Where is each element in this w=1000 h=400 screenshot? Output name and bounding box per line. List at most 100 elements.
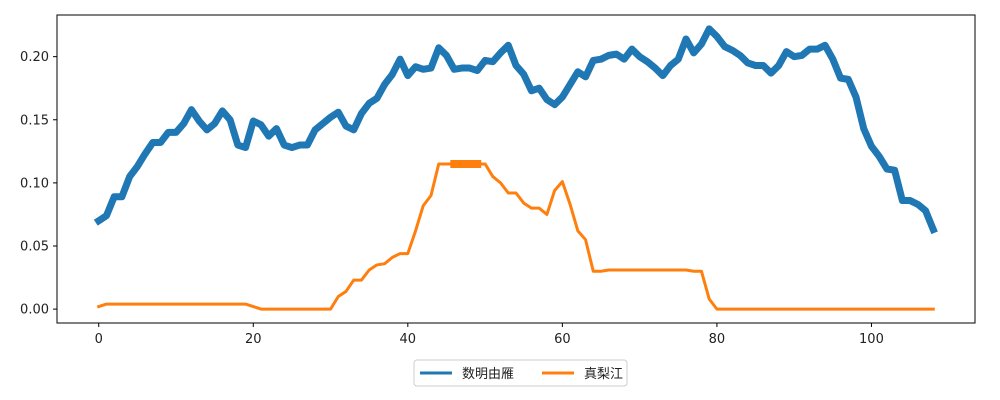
data-point-series-1	[902, 200, 903, 201]
data-point-series-1	[168, 132, 169, 133]
data-point-series-1	[763, 65, 764, 66]
data-point-series-2	[616, 269, 617, 270]
data-point-series-2	[206, 303, 207, 304]
data-point-series-2	[500, 182, 501, 183]
data-point-series-2	[199, 303, 200, 304]
data-point-series-1	[291, 147, 292, 148]
data-point-series-1	[647, 61, 648, 62]
data-point-series-1	[245, 147, 246, 148]
legend-label-2: 真梨江	[584, 367, 623, 382]
data-point-series-1	[500, 52, 501, 53]
data-point-series-2	[353, 279, 354, 280]
y-tick-label: 0.20	[20, 50, 49, 65]
data-point-series-1	[701, 43, 702, 44]
data-point-series-1	[925, 210, 926, 211]
data-point-series-2	[314, 309, 315, 310]
data-point-series-1	[469, 67, 470, 68]
data-point-series-1	[407, 75, 408, 76]
data-point-series-2	[716, 309, 717, 310]
data-point-series-2	[330, 309, 331, 310]
data-point-series-1	[879, 156, 880, 157]
data-point-series-1	[430, 67, 431, 68]
data-point-series-1	[593, 60, 594, 61]
data-point-series-2	[152, 303, 153, 304]
data-point-series-1	[886, 168, 887, 169]
data-point-series-2	[129, 303, 130, 304]
data-point-series-2	[183, 303, 184, 304]
data-point-series-2	[415, 230, 416, 231]
data-point-series-2	[886, 309, 887, 310]
data-point-series-1	[801, 55, 802, 56]
y-tick-label: 0.15	[20, 113, 49, 128]
data-point-series-2	[361, 279, 362, 280]
data-point-series-2	[276, 309, 277, 310]
data-point-series-1	[639, 56, 640, 57]
data-point-series-1	[585, 76, 586, 77]
data-point-series-1	[824, 45, 825, 46]
data-point-series-1	[786, 51, 787, 52]
x-tick-label: 60	[554, 332, 571, 347]
data-point-series-1	[399, 59, 400, 60]
data-point-series-2	[121, 303, 122, 304]
data-point-series-2	[794, 309, 795, 310]
data-point-series-1	[322, 123, 323, 124]
data-point-series-1	[794, 56, 795, 57]
data-point-series-1	[531, 90, 532, 91]
data-point-series-1	[577, 71, 578, 72]
data-point-series-1	[137, 166, 138, 167]
data-point-series-2	[608, 269, 609, 270]
data-point-series-2	[523, 202, 524, 203]
data-point-series-1	[747, 62, 748, 63]
data-point-series-1	[685, 38, 686, 39]
data-point-series-1	[144, 153, 145, 154]
data-point-series-2	[531, 208, 532, 209]
data-point-series-1	[863, 128, 864, 129]
data-point-series-2	[778, 309, 779, 310]
data-point-series-2	[894, 309, 895, 310]
data-point-series-1	[268, 136, 269, 137]
data-point-series-1	[191, 109, 192, 110]
x-tick-label: 100	[859, 332, 884, 347]
data-point-series-2	[539, 208, 540, 209]
data-point-series-2	[631, 269, 632, 270]
data-point-series-1	[917, 204, 918, 205]
data-point-series-1	[361, 113, 362, 114]
data-point-series-2	[438, 163, 439, 164]
data-point-series-1	[755, 65, 756, 66]
data-point-series-1	[662, 75, 663, 76]
data-point-series-2	[763, 309, 764, 310]
data-point-series-1	[384, 84, 385, 85]
data-point-series-2	[593, 271, 594, 272]
data-point-series-2	[229, 303, 230, 304]
data-point-series-2	[654, 269, 655, 270]
data-point-series-2	[902, 309, 903, 310]
data-point-series-1	[338, 112, 339, 113]
data-point-series-1	[307, 144, 308, 145]
data-point-series-1	[624, 59, 625, 60]
data-point-series-1	[817, 48, 818, 49]
data-point-series-2	[345, 291, 346, 292]
data-point-series-1	[484, 60, 485, 61]
x-tick-label: 20	[245, 332, 262, 347]
data-point-series-1	[345, 125, 346, 126]
data-point-series-1	[739, 55, 740, 56]
data-point-series-1	[314, 129, 315, 130]
data-point-series-1	[840, 78, 841, 79]
data-point-series-1	[353, 129, 354, 130]
y-tick-label: 0.10	[20, 176, 49, 191]
data-point-series-1	[492, 61, 493, 62]
data-point-series-1	[770, 72, 771, 73]
x-tick-label: 40	[400, 332, 417, 347]
data-point-series-2	[755, 309, 756, 310]
data-point-series-1	[709, 28, 710, 29]
data-point-series-2	[245, 303, 246, 304]
data-point-series-2	[508, 192, 509, 193]
data-point-series-1	[206, 129, 207, 130]
data-point-series-2	[832, 309, 833, 310]
data-point-series-2	[863, 309, 864, 310]
data-point-series-1	[330, 117, 331, 118]
data-point-series-2	[879, 309, 880, 310]
x-tick-label: 80	[709, 332, 726, 347]
data-point-series-2	[175, 303, 176, 304]
data-point-series-2	[399, 253, 400, 254]
